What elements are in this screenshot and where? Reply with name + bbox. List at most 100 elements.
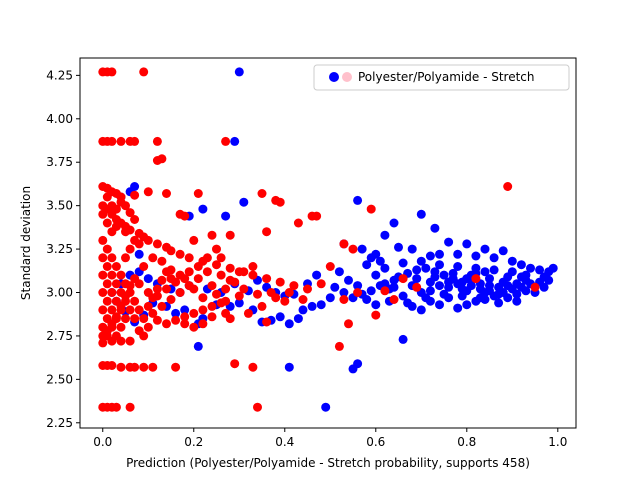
point-series-0-47	[462, 300, 472, 310]
point-series-0-33	[535, 265, 545, 275]
point-series-1-165	[184, 267, 194, 277]
point-series-0-59	[521, 286, 531, 296]
legend: Polyester/Polyamide - Stretch	[313, 64, 570, 91]
point-series-1-49	[152, 239, 162, 249]
x-tick-label-5: 1.0	[548, 435, 567, 449]
point-series-0-31	[516, 260, 526, 270]
point-series-0-60	[512, 289, 522, 299]
y-tick-label-5: 3.50	[46, 199, 73, 213]
point-series-1-197	[121, 291, 130, 301]
point-series-0-153	[430, 272, 440, 282]
point-series-1-59	[262, 274, 272, 284]
point-series-1-177	[125, 244, 135, 254]
point-series-0-28	[471, 251, 481, 261]
point-series-1-117	[111, 402, 121, 412]
point-series-0-46	[453, 303, 463, 313]
point-series-1-2	[107, 67, 117, 77]
point-series-1-122	[371, 310, 381, 320]
point-series-1-120	[334, 341, 344, 351]
point-series-1-185	[102, 192, 112, 202]
legend-marker-series-0	[329, 72, 339, 82]
point-series-1-35	[189, 235, 199, 245]
point-series-0-171	[485, 281, 494, 291]
point-series-1-72	[139, 314, 149, 324]
point-series-1-53	[184, 253, 194, 263]
point-series-0-130	[416, 256, 426, 266]
point-series-1-112	[230, 359, 240, 369]
point-series-0-154	[448, 268, 458, 278]
point-series-1-214	[212, 244, 221, 254]
y-tick-label-4: 3.25	[46, 242, 73, 256]
point-series-1-174	[189, 284, 199, 294]
point-series-1-184	[98, 209, 108, 219]
point-series-0-88	[284, 319, 294, 329]
point-series-1-105	[107, 361, 117, 370]
point-series-0-151	[512, 296, 522, 306]
x-tick-label-4: 0.8	[457, 435, 476, 449]
point-series-1-23	[257, 189, 267, 198]
point-series-1-19	[130, 190, 140, 200]
point-series-0-13	[398, 334, 408, 344]
point-series-1-217	[189, 322, 199, 332]
point-series-1-147	[148, 308, 158, 318]
point-series-0-126	[130, 182, 140, 191]
point-series-1-109	[139, 362, 149, 372]
point-series-1-106	[116, 362, 126, 372]
point-series-0-30	[507, 256, 517, 266]
point-series-1-190	[125, 208, 135, 218]
y-axis-label: Standard deviation	[19, 186, 33, 300]
point-series-1-167	[202, 253, 212, 263]
point-series-0-25	[425, 251, 435, 261]
point-series-1-100	[116, 336, 126, 346]
point-series-0-11	[284, 362, 294, 372]
point-series-0-26	[435, 249, 444, 259]
point-series-0-180	[453, 279, 463, 289]
point-series-0-178	[435, 281, 444, 291]
point-series-0-159	[539, 272, 549, 282]
point-series-1-223	[248, 262, 258, 271]
point-series-0-148	[457, 291, 467, 301]
point-series-1-180	[121, 227, 130, 237]
point-series-0-93	[234, 298, 244, 308]
point-series-0-162	[353, 281, 363, 291]
point-series-0-4	[221, 211, 231, 221]
y-tick-label-1: 2.50	[46, 372, 73, 386]
point-series-0-14	[389, 218, 399, 228]
point-series-1-202	[143, 301, 153, 311]
point-series-1-189	[121, 201, 130, 211]
point-series-1-121	[344, 319, 353, 329]
x-axis: 0.0 0.2 0.4 0.6 0.8 1.0	[93, 428, 567, 449]
point-series-1-158	[271, 293, 281, 303]
point-series-1-221	[262, 317, 272, 327]
point-series-1-55	[212, 260, 221, 270]
point-series-1-128	[412, 282, 422, 292]
point-series-1-133	[298, 295, 308, 304]
x-tick-label-2: 0.4	[275, 435, 294, 449]
point-series-1-162	[157, 256, 167, 266]
point-series-1-142	[189, 308, 199, 318]
point-series-0-6	[353, 195, 363, 205]
point-series-1-220	[180, 319, 190, 329]
point-series-1-33	[207, 230, 217, 240]
point-series-0-173	[503, 281, 513, 291]
point-series-1-156	[239, 284, 249, 294]
point-series-0-3	[198, 204, 208, 214]
point-series-1-182	[107, 227, 117, 237]
point-series-1-207	[166, 274, 176, 284]
point-series-1-152	[193, 274, 203, 284]
legend-box	[313, 64, 570, 91]
point-series-0-1	[230, 136, 240, 146]
point-series-1-31	[180, 211, 190, 221]
point-series-1-93	[98, 305, 108, 315]
point-series-1-52	[175, 249, 185, 259]
point-series-1-196	[116, 301, 126, 311]
point-series-1-84	[107, 288, 117, 297]
point-series-1-76	[107, 270, 117, 280]
point-series-1-28	[307, 211, 317, 221]
point-series-0-15	[416, 209, 426, 219]
point-series-1-32	[262, 227, 272, 237]
point-series-1-81	[130, 314, 140, 324]
point-series-0-86	[312, 270, 322, 280]
point-series-0-98	[180, 305, 190, 315]
point-series-0-68	[439, 270, 449, 280]
